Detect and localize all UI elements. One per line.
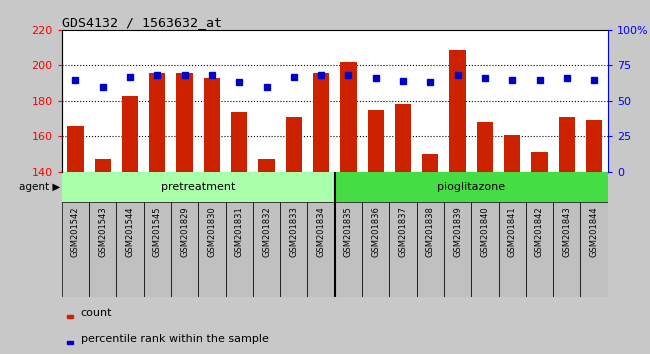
Bar [231,112,248,172]
Bar [499,202,526,297]
Bar [62,172,335,202]
Text: GSM201829: GSM201829 [180,206,189,257]
Text: GSM201831: GSM201831 [235,206,244,257]
Text: GSM201832: GSM201832 [262,206,271,257]
Bar [67,341,73,344]
Text: GSM201843: GSM201843 [562,206,571,257]
Bar [149,73,166,172]
Bar [198,202,226,297]
Bar [417,202,444,297]
Text: GSM201542: GSM201542 [71,206,80,257]
Bar [504,135,521,172]
Bar [389,202,417,297]
Text: GSM201835: GSM201835 [344,206,353,257]
Text: GSM201841: GSM201841 [508,206,517,257]
Bar [340,62,357,172]
Bar [444,202,471,297]
Text: GSM201834: GSM201834 [317,206,326,257]
Text: percentile rank within the sample: percentile rank within the sample [81,333,268,343]
Bar [280,202,307,297]
Text: pretreatment: pretreatment [161,182,235,192]
Bar [335,172,608,202]
Bar [471,202,499,297]
Bar [144,202,171,297]
Bar [253,202,280,297]
Bar [362,202,389,297]
Text: GSM201844: GSM201844 [590,206,599,257]
Bar [558,117,575,172]
Text: GSM201545: GSM201545 [153,206,162,257]
Bar [62,202,89,297]
Text: count: count [81,308,112,318]
Bar [203,78,220,172]
Bar [395,104,411,172]
Bar [176,73,193,172]
Bar [586,120,603,172]
Text: pioglitazone: pioglitazone [437,182,505,192]
Text: GSM201840: GSM201840 [480,206,489,257]
Text: GSM201830: GSM201830 [207,206,216,257]
Bar [285,117,302,172]
Bar [116,202,144,297]
Bar [449,50,466,172]
Bar [313,73,330,172]
Bar [226,202,253,297]
Bar [531,152,548,172]
Text: GSM201543: GSM201543 [98,206,107,257]
Bar [67,315,73,318]
Bar [422,154,439,172]
Bar [89,202,116,297]
Bar [94,159,111,172]
Bar [335,202,362,297]
Bar [307,202,335,297]
Text: GSM201837: GSM201837 [398,206,408,257]
Bar [580,202,608,297]
Bar [67,126,84,172]
Text: GSM201544: GSM201544 [125,206,135,257]
Text: GSM201836: GSM201836 [371,206,380,257]
Bar [122,96,138,172]
Text: GSM201839: GSM201839 [453,206,462,257]
Bar [553,202,580,297]
Bar [171,202,198,297]
Text: GSM201838: GSM201838 [426,206,435,257]
Bar [476,122,493,172]
Text: GDS4132 / 1563632_at: GDS4132 / 1563632_at [62,16,222,29]
Bar [526,202,553,297]
Text: GSM201842: GSM201842 [535,206,544,257]
Bar [367,110,384,172]
Text: GSM201833: GSM201833 [289,206,298,257]
Text: agent ▶: agent ▶ [19,182,60,192]
Bar [258,159,275,172]
